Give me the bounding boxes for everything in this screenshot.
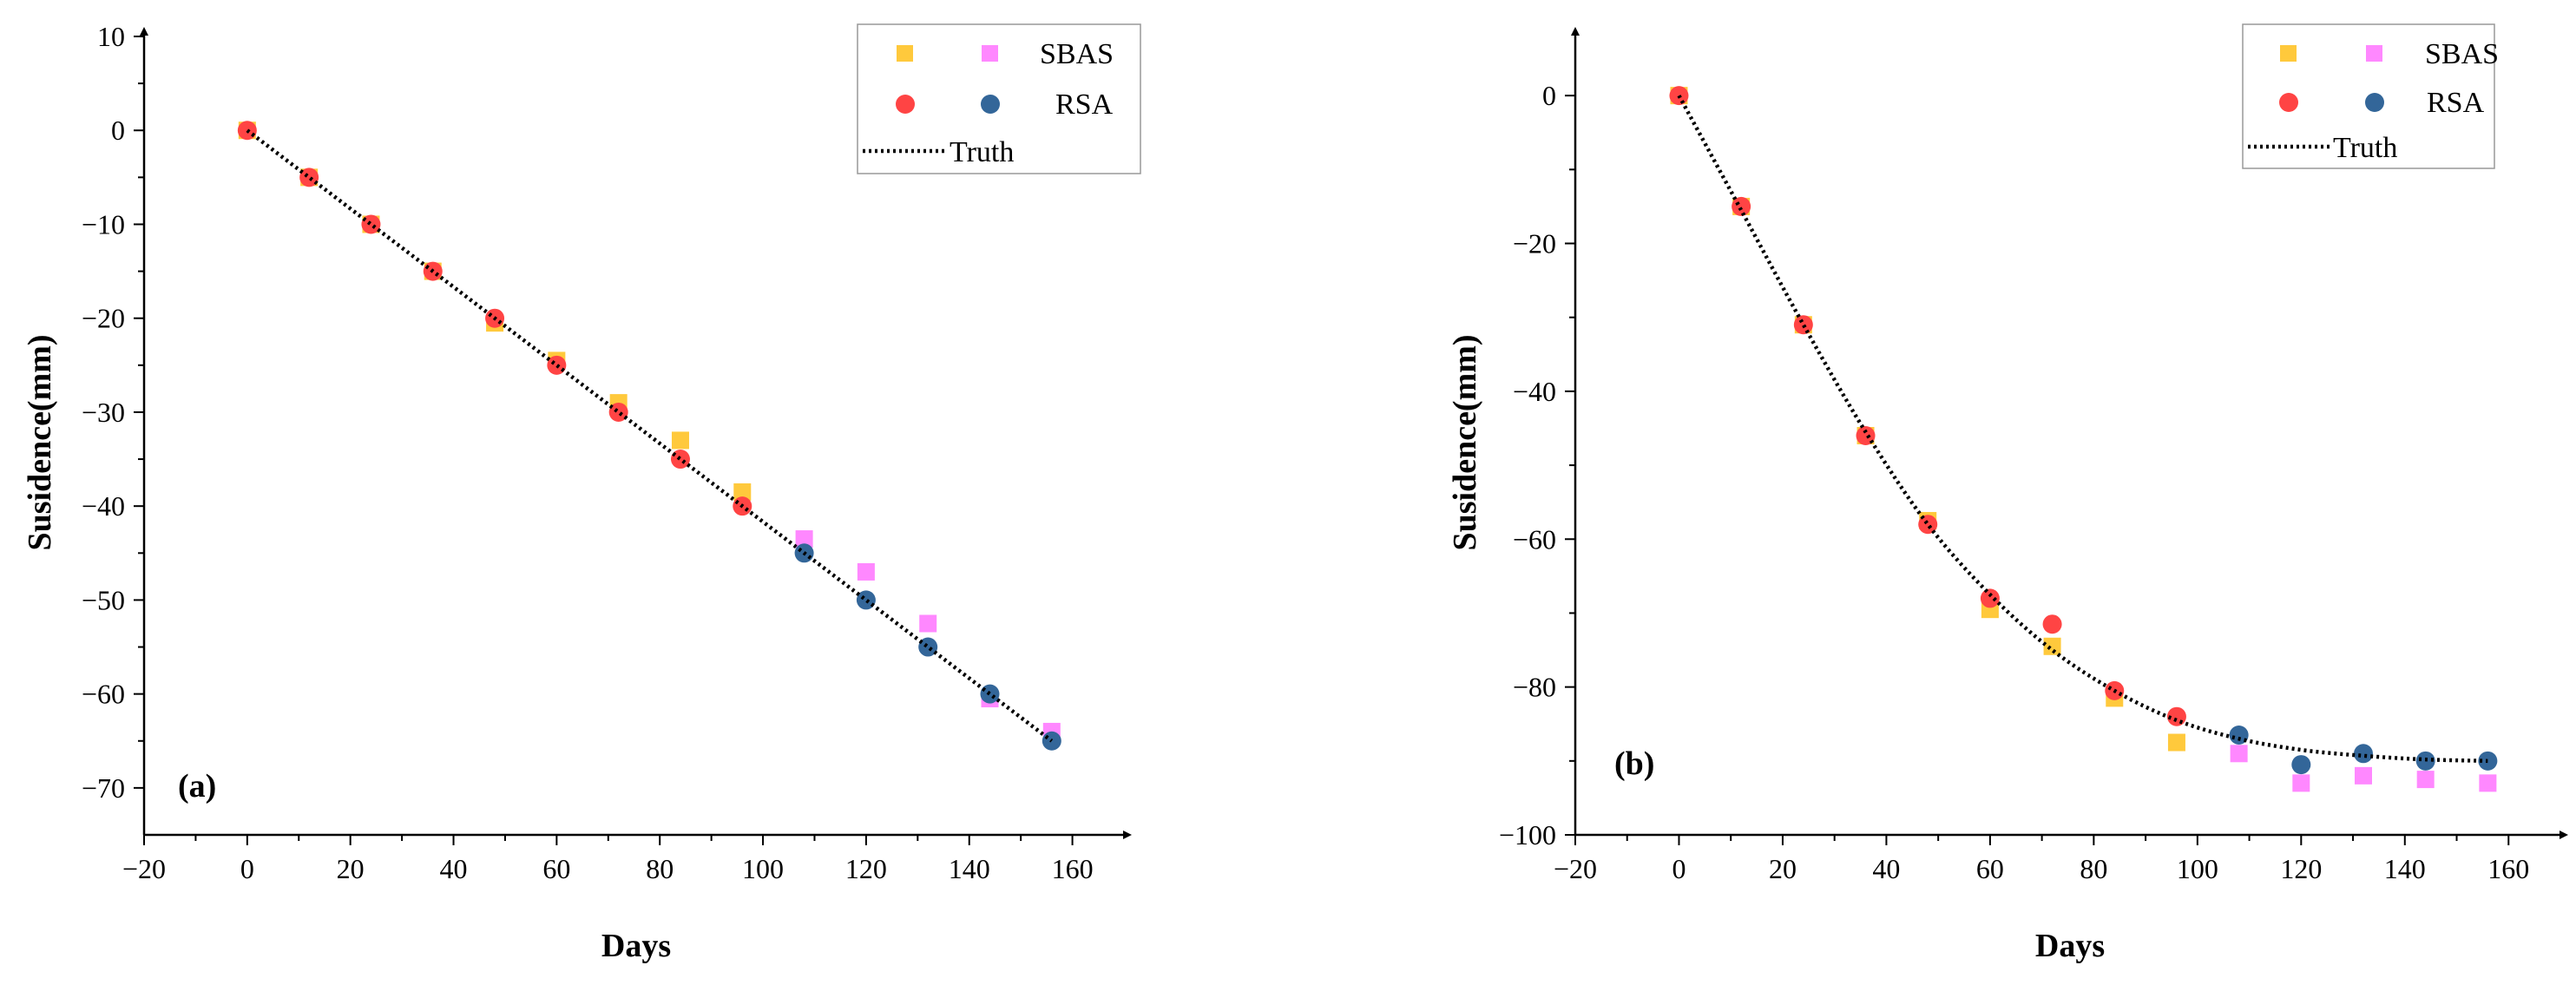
x-tick-label-a: 0 bbox=[240, 853, 254, 884]
rsa-point-b bbox=[1856, 426, 1876, 445]
y-tick-label-a: −60 bbox=[82, 679, 125, 710]
rsa-point-b bbox=[1793, 315, 1813, 335]
rsa-point-a bbox=[1042, 731, 1061, 751]
x-axis-title-b: Days bbox=[2035, 928, 2105, 964]
sbas-point-a bbox=[733, 483, 752, 501]
y-tick-label-a: −30 bbox=[82, 397, 125, 428]
legend-rsa-marker-red-a bbox=[896, 95, 915, 114]
x-tick-label-a: 140 bbox=[949, 853, 990, 884]
sbas-point-b bbox=[2043, 637, 2061, 655]
rsa-point-b bbox=[1918, 515, 1938, 535]
legend-sbas-marker-pink-b bbox=[2366, 45, 2382, 62]
y-tick-label-a: −40 bbox=[82, 490, 125, 522]
chart-panel-a: −20 0 20 40 60 80 100 120 140 160100−10−20−30−40−… bbox=[22, 21, 1141, 964]
rsa-point-b bbox=[1732, 196, 1751, 216]
y-tick-label-a: 0 bbox=[111, 115, 125, 146]
rsa-point-a bbox=[918, 637, 938, 657]
legend-a: SBAS RSA Truth bbox=[857, 23, 1141, 174]
x-tick-label-b: 100 bbox=[2177, 853, 2218, 884]
rsa-point-b bbox=[2042, 614, 2062, 634]
y-tick-label-a: −50 bbox=[82, 584, 125, 615]
y-tick-label-b: −60 bbox=[1513, 523, 1556, 555]
rsa-point-b bbox=[1980, 588, 2000, 608]
rsa-point-a bbox=[361, 214, 381, 234]
x-tick-label-a: −20 bbox=[122, 853, 166, 884]
y-tick-label-a: 10 bbox=[97, 21, 125, 52]
truth-line-b bbox=[1677, 95, 2488, 764]
rsa-point-a bbox=[608, 402, 628, 422]
legend-rsa-marker-blue-b bbox=[2365, 93, 2384, 112]
sbas-point-b bbox=[2167, 733, 2185, 752]
sbas-point-b bbox=[2416, 771, 2435, 789]
x-tick-label-b: 80 bbox=[2080, 853, 2107, 884]
legend-b: SBAS RSA Truth bbox=[2242, 23, 2499, 169]
x-tick-label-a: 100 bbox=[742, 853, 784, 884]
chart-panel-b: −20 0 20 40 60 80 100 120 140 160 0 −20 −40 −60 −80 −10… bbox=[1447, 23, 2568, 964]
y-tick-label-b: −80 bbox=[1513, 672, 1556, 703]
legend-sbas-label-b: SBAS bbox=[2425, 38, 2499, 70]
legend-truth-label-b: Truth bbox=[2333, 132, 2397, 164]
legend-sbas-marker-yellow-b bbox=[2280, 45, 2297, 62]
x-tick-label-b: 140 bbox=[2384, 853, 2426, 884]
panel-label-b: (b) bbox=[1614, 745, 1654, 782]
y-tick-label-b: −20 bbox=[1513, 228, 1556, 259]
x-tick-label-a: 80 bbox=[646, 853, 674, 884]
sbas-point-a bbox=[919, 614, 937, 633]
x-tick-label-b: 120 bbox=[2280, 853, 2322, 884]
rsa-point-a bbox=[856, 590, 876, 610]
rsa-point-a bbox=[980, 684, 1000, 704]
x-tick-label-b: 20 bbox=[1769, 853, 1797, 884]
rsa-point-a bbox=[299, 167, 319, 187]
sbas-point-b bbox=[2479, 774, 2497, 792]
rsa-point-b bbox=[2354, 744, 2373, 764]
panel-label-a: (a) bbox=[178, 768, 216, 804]
plot-area-a: −20 0 20 40 60 80 100 120 140 160100−10−20−30−40−… bbox=[82, 21, 1132, 884]
x-tick-label-b: −20 bbox=[1554, 853, 1597, 884]
y-axis-title-b: Susidence(mm) bbox=[1447, 334, 1483, 550]
legend-rsa-label-a: RSA bbox=[1055, 89, 1114, 121]
sbas-point-a bbox=[857, 562, 875, 581]
x-tick-label-b: 40 bbox=[1872, 853, 1900, 884]
sbas-point-b bbox=[2292, 774, 2310, 792]
legend-rsa-label-b: RSA bbox=[2427, 87, 2485, 119]
y-axis-title-a: Susidence(mm) bbox=[22, 334, 58, 550]
x-tick-label-b: 60 bbox=[1976, 853, 2004, 884]
sbas-point-a bbox=[671, 431, 689, 450]
legend-truth-label-a: Truth bbox=[950, 136, 1014, 168]
sbas-point-b bbox=[2230, 745, 2248, 763]
legend-rsa-marker-red-b bbox=[2279, 93, 2298, 112]
legend-sbas-label-a: SBAS bbox=[1040, 38, 1114, 70]
y-tick-label-b: −100 bbox=[1499, 819, 1556, 850]
x-tick-label-a: 160 bbox=[1052, 853, 1094, 884]
x-tick-label-a: 20 bbox=[337, 853, 365, 884]
y-tick-label-b: 0 bbox=[1542, 80, 1556, 111]
sbas-point-b bbox=[2355, 766, 2372, 785]
y-tick-label-a: −10 bbox=[82, 208, 125, 240]
x-tick-label-b: 0 bbox=[1672, 853, 1686, 884]
sbas-point-a bbox=[795, 530, 813, 548]
plot-area-b: −20 0 20 40 60 80 100 120 140 160 0 −20 −40 −60 −80 −10… bbox=[1499, 27, 2568, 884]
legend-sbas-marker-pink-a bbox=[982, 45, 998, 62]
y-tick-label-a: −70 bbox=[82, 772, 125, 804]
x-tick-label-a: 40 bbox=[440, 853, 468, 884]
x-tick-label-a: 60 bbox=[542, 853, 570, 884]
x-tick-label-a: 120 bbox=[845, 853, 887, 884]
x-tick-label-b: 160 bbox=[2487, 853, 2529, 884]
x-axis-title-a: Days bbox=[601, 928, 671, 964]
y-tick-label-a: −20 bbox=[82, 303, 125, 334]
rsa-point-b bbox=[2291, 755, 2311, 775]
rsa-point-b bbox=[2229, 726, 2249, 745]
legend-sbas-marker-yellow-a bbox=[897, 45, 913, 62]
y-tick-label-b: −40 bbox=[1513, 376, 1556, 407]
truth-line-a bbox=[246, 128, 1054, 743]
legend-rsa-marker-blue-a bbox=[981, 95, 1000, 114]
